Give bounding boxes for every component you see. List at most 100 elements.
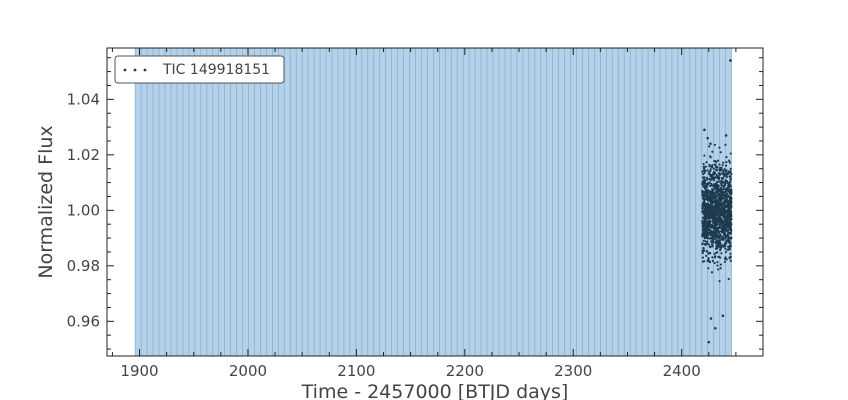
flux-point (707, 182, 710, 185)
flux-point (726, 181, 729, 184)
flux-point (729, 185, 732, 188)
flux-point (708, 145, 711, 148)
flux-point (712, 215, 715, 218)
flux-point (727, 277, 730, 281)
flux-point (702, 247, 705, 250)
flux-point (715, 189, 718, 192)
flux-point (714, 160, 718, 164)
flux-point (730, 211, 733, 215)
flux-point (708, 216, 711, 220)
flux-point (709, 190, 713, 193)
flux-point (705, 190, 708, 193)
flux-point (713, 143, 716, 146)
flux-point (724, 256, 727, 259)
flux-point (714, 196, 717, 200)
flux-point-outlier (729, 59, 732, 62)
flux-point (729, 252, 732, 255)
flux-point (708, 206, 712, 209)
y-axis-label: Normalized Flux (35, 125, 57, 278)
flux-point (714, 234, 718, 238)
flux-point (718, 234, 721, 237)
legend-marker-dot (133, 68, 137, 72)
flux-point (723, 168, 726, 171)
flux-point (715, 251, 718, 254)
flux-point (701, 211, 704, 214)
flux-point (710, 271, 714, 274)
flux-point (707, 207, 710, 210)
flux-point (717, 196, 720, 200)
flux-point-outlier (713, 326, 717, 330)
flux-point (705, 192, 708, 196)
flux-point (718, 199, 722, 202)
x-tick-label: 2200 (446, 362, 484, 380)
flux-point (709, 155, 712, 158)
flux-point (730, 190, 733, 193)
flux-point (712, 212, 715, 215)
legend: TIC 149918151 (114, 55, 285, 84)
flux-point (718, 163, 721, 166)
flux-point (711, 200, 714, 203)
flux-point (727, 224, 731, 227)
flux-point (729, 244, 732, 248)
flux-point (713, 261, 716, 265)
flux-point (716, 212, 719, 215)
flux-point (718, 207, 721, 210)
flux-point (729, 218, 732, 221)
flux-point (713, 221, 716, 224)
flux-point (723, 223, 726, 226)
y-tick-label: 0.98 (67, 257, 100, 275)
flux-point (719, 213, 722, 217)
flux-point (708, 237, 711, 240)
flux-point (722, 200, 726, 203)
x-tick-label: 2000 (229, 362, 267, 380)
flux-point (723, 228, 726, 232)
flux-point (716, 205, 719, 208)
flux-point (701, 243, 704, 246)
flux-point (725, 155, 728, 159)
flux-point (719, 267, 722, 270)
flux-point (723, 204, 726, 207)
flux-point (716, 264, 719, 267)
flux-point (719, 263, 723, 266)
flux-point (720, 252, 723, 255)
flux-point (705, 216, 708, 219)
flux-point (728, 220, 731, 223)
flux-point (716, 159, 720, 162)
flux-point (709, 199, 712, 202)
flux-point (709, 182, 712, 185)
flux-point (716, 218, 719, 221)
flux-point (729, 192, 732, 195)
flux-point (705, 161, 708, 164)
flux-point (701, 251, 704, 255)
flux-point (729, 175, 732, 178)
flux-point (714, 216, 717, 219)
flux-point-outlier (721, 314, 725, 318)
flux-point (712, 241, 715, 244)
flux-point (704, 165, 707, 168)
flux-point (710, 231, 713, 234)
flux-point (720, 197, 723, 200)
flux-point (709, 174, 712, 177)
legend-marker-dot (123, 68, 127, 72)
flux-point (723, 260, 727, 263)
flux-point (710, 184, 714, 187)
flux-point-outlier (706, 136, 710, 140)
flux-point (714, 208, 717, 212)
flux-point (706, 240, 709, 243)
flux-point (722, 173, 725, 176)
flux-point (718, 219, 721, 223)
shaded-region (134, 48, 732, 356)
flux-point (729, 227, 732, 230)
flux-point (718, 239, 721, 242)
flux-point (715, 244, 718, 247)
flux-point (722, 221, 725, 224)
flux-point (728, 180, 732, 183)
flux-point (721, 202, 724, 205)
flux-point (701, 209, 704, 212)
flux-point (701, 260, 705, 263)
flux-point (711, 175, 714, 178)
flux-point (718, 168, 721, 171)
flux-point (707, 226, 710, 229)
flux-point (709, 234, 712, 237)
flux-point (713, 159, 716, 163)
